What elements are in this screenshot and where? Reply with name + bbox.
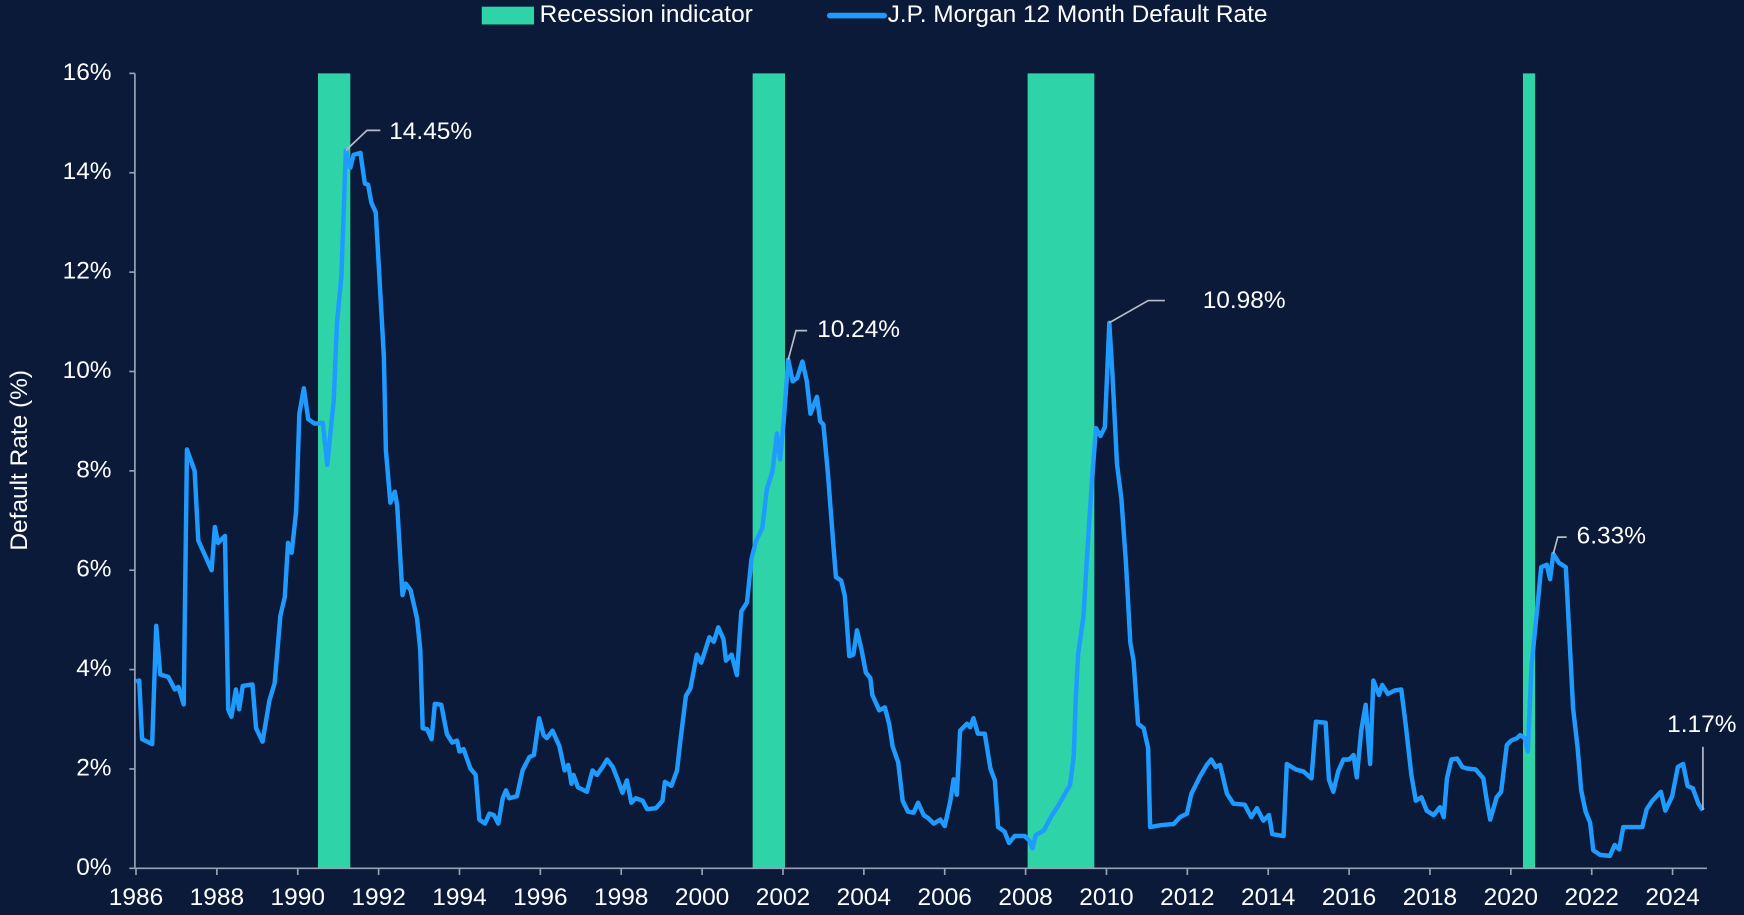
- x-tick-label: 1986: [109, 884, 163, 911]
- y-tick-label: 14%: [63, 158, 112, 185]
- legend-label: Recession indicator: [540, 1, 753, 28]
- x-tick-label: 2012: [1160, 884, 1214, 911]
- y-tick-label: 2%: [76, 754, 111, 781]
- x-tick-label: 2024: [1645, 884, 1699, 911]
- annotation-label: 1.17%: [1667, 711, 1736, 738]
- annotation-label: 14.45%: [389, 118, 472, 145]
- x-tick-label: 1994: [432, 884, 486, 911]
- legend-swatch: [481, 6, 535, 25]
- x-tick-label: 2002: [756, 884, 810, 911]
- x-tick-label: 1998: [594, 884, 648, 911]
- y-tick-label: 6%: [76, 556, 111, 583]
- legend-label: J.P. Morgan 12 Month Default Rate: [888, 1, 1268, 28]
- x-tick-label: 2008: [998, 884, 1052, 911]
- x-tick-label: 2020: [1484, 884, 1538, 911]
- y-axis-title: Default Rate (%): [6, 370, 33, 551]
- x-tick-label: 2006: [918, 884, 972, 911]
- x-tick-label: 2016: [1322, 884, 1376, 911]
- x-tick-label: 1988: [190, 884, 244, 911]
- x-tick-label: 2000: [675, 884, 729, 911]
- annotation-leader: [345, 129, 381, 151]
- y-tick-label: 0%: [76, 854, 111, 881]
- y-tick-label: 4%: [76, 655, 111, 682]
- annotation-label: 10.98%: [1203, 287, 1286, 314]
- y-tick-label: 10%: [63, 357, 112, 384]
- recession-band: [752, 73, 786, 869]
- x-tick-label: 2004: [837, 884, 891, 911]
- x-tick-label: 1990: [271, 884, 325, 911]
- default-rate-line: [135, 148, 1705, 859]
- x-tick-label: 2018: [1403, 884, 1457, 911]
- annotation-label: 6.33%: [1577, 523, 1646, 550]
- recession-band: [1027, 73, 1095, 869]
- y-tick-label: 12%: [63, 258, 112, 285]
- annotation-leader: [1552, 536, 1567, 555]
- annotation-label: 10.24%: [817, 316, 900, 343]
- x-tick-label: 2014: [1241, 884, 1295, 911]
- x-tick-label: 1992: [351, 884, 405, 911]
- y-tick-label: 16%: [63, 59, 112, 86]
- y-tick-label: 8%: [76, 456, 111, 483]
- annotation-leader: [787, 329, 808, 360]
- x-tick-label: 2022: [1565, 884, 1619, 911]
- x-tick-label: 2010: [1079, 884, 1133, 911]
- annotation-leader: [1108, 299, 1165, 324]
- x-tick-label: 1996: [513, 884, 567, 911]
